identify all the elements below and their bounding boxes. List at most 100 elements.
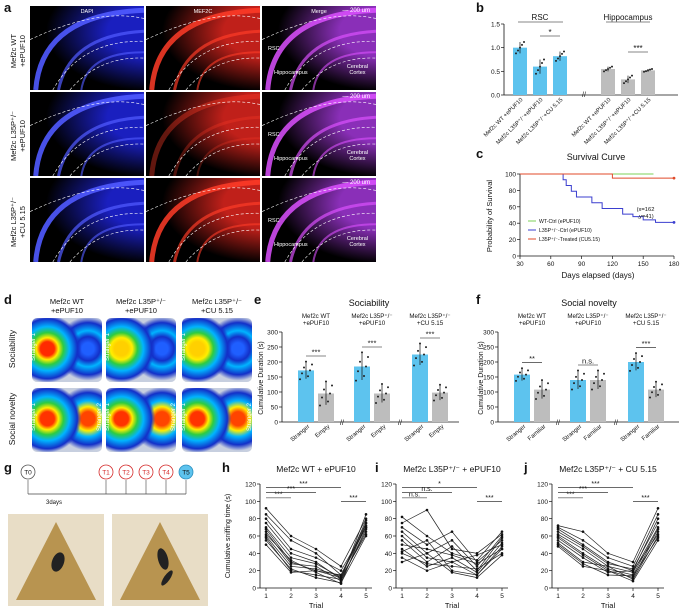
hippocampus-band <box>289 115 376 176</box>
dashed-boundary <box>262 187 376 212</box>
data-point <box>563 50 565 53</box>
data-point <box>264 536 268 540</box>
panel-label-d: d <box>4 292 12 307</box>
timepoint-label: T3 <box>142 470 150 477</box>
data-point <box>629 369 631 372</box>
sig-label: *** <box>642 339 651 348</box>
data-point <box>415 357 417 360</box>
sig-label: *** <box>368 339 377 348</box>
inner-band <box>80 137 144 176</box>
legend-label: WT-Ctrl (ePUF10) <box>539 219 581 225</box>
chamber-label: Stranger 2 <box>96 403 102 432</box>
micrograph-mef2c-row2 <box>146 92 260 176</box>
data-point <box>425 552 429 555</box>
data-point <box>327 400 329 403</box>
data-point <box>623 82 625 85</box>
data-point <box>649 68 651 71</box>
data-point <box>556 545 560 548</box>
data-point <box>423 353 425 356</box>
heatmap-row-label: Social novelty <box>7 392 17 446</box>
data-point <box>500 536 504 540</box>
data-point <box>606 565 610 568</box>
y-tick-label: 50 <box>271 405 279 412</box>
data-point <box>631 569 635 572</box>
heatmap: Stranger 1 Stranger 2 <box>106 388 176 452</box>
micrograph-mef2c-row3 <box>146 178 260 262</box>
sig-label: *** <box>426 330 435 339</box>
data-point <box>541 379 543 382</box>
data-point <box>417 349 419 352</box>
sig-label: *** <box>349 495 357 502</box>
chamber-label: Stranger 2 <box>246 403 252 432</box>
region-label-rsc: RSC <box>268 218 280 224</box>
y-tick-label: 20 <box>509 237 517 244</box>
row-label-wt: Mef2c WT +ePUF10 <box>9 33 27 69</box>
data-point <box>301 372 303 375</box>
sig-label: *** <box>485 495 493 502</box>
data-point <box>425 547 429 551</box>
data-point <box>289 534 293 538</box>
inner-band <box>80 51 144 90</box>
data-point <box>264 530 268 533</box>
bar <box>374 393 390 422</box>
dashed-boundary <box>146 187 260 212</box>
y-tick-label: 20 <box>249 568 257 575</box>
y-tick-label: 40 <box>541 551 549 558</box>
data-point <box>400 530 404 533</box>
data-point <box>519 371 521 374</box>
x-tick-label: Familiar <box>527 424 547 442</box>
timepoint-label: T0 <box>24 470 32 477</box>
micrograph-dapi-row3 <box>30 178 144 262</box>
brain-outline <box>146 93 260 176</box>
y-tick-label: 20 <box>385 568 393 575</box>
brain-outline <box>146 179 260 262</box>
data-point <box>556 539 560 542</box>
panel-label-e: e <box>254 292 262 307</box>
data-point <box>435 394 437 397</box>
data-point <box>500 553 504 557</box>
group-label: Mef2c WT <box>518 313 546 320</box>
data-point <box>323 388 325 391</box>
x-tick-label: 1 <box>400 593 404 600</box>
group-label: Mef2c WT <box>302 313 330 320</box>
row-label-l35p: Mef2c L35P⁺/⁻ +ePUF10 <box>9 110 27 162</box>
data-point <box>523 377 525 380</box>
y-tick-label: 100 <box>267 390 278 397</box>
data-point <box>647 69 649 72</box>
panel-c-chart: Survival Curve 0 20 40 60 80 100 30 60 90 120 150 18… <box>485 152 680 280</box>
data-point <box>575 375 577 378</box>
sig-label: *** <box>579 486 587 493</box>
y-tick-label: 150 <box>267 375 278 382</box>
data-point <box>425 565 429 568</box>
y-tick-label: 80 <box>509 188 517 195</box>
y-tick-label: 60 <box>509 204 517 211</box>
inner-band <box>196 137 260 176</box>
chamber-label: Stranger 1 <box>182 403 188 432</box>
x-tick-label: 2 <box>425 593 429 600</box>
panel-label-a: a <box>4 0 12 15</box>
data-point <box>439 383 441 386</box>
data-point <box>525 373 527 376</box>
data-point <box>547 382 549 385</box>
group-label: +CU 5.15 <box>417 320 444 327</box>
x-tick-label: 4 <box>631 593 635 600</box>
data-point <box>656 539 660 542</box>
y-tick-label: 120 <box>245 482 256 489</box>
group-label: Mef2c L35P⁺/⁻ <box>409 313 450 320</box>
data-point <box>601 379 603 381</box>
x-tick-label: 60 <box>547 261 555 268</box>
chamber-label: Stranger 2 <box>170 403 176 432</box>
group-label: +ePUF10 <box>519 320 546 327</box>
chart-title: Social novelty <box>561 298 617 308</box>
heatmap: Stranger 1 Stranger 2 <box>32 388 102 452</box>
data-point <box>314 576 318 579</box>
data-point <box>637 366 639 369</box>
timepoint-label: T4 <box>162 470 170 477</box>
heatmap: Stranger 1Empty <box>106 318 176 382</box>
region-label-cortex: Cerebral Cortex <box>346 236 368 248</box>
inner-band <box>312 51 376 90</box>
timepoint-label: T1 <box>102 470 110 477</box>
data-point <box>450 539 454 542</box>
data-point <box>656 517 660 520</box>
data-point <box>651 67 653 70</box>
